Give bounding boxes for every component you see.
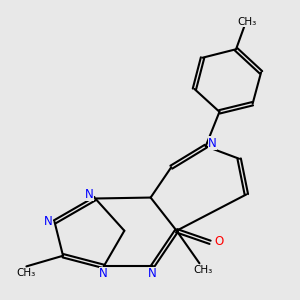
Text: CH₃: CH₃ [193,265,212,275]
Text: N: N [44,215,53,229]
Text: CH₃: CH₃ [17,268,36,278]
Text: N: N [99,267,108,280]
Text: O: O [214,235,224,248]
Text: N: N [208,136,217,150]
Text: CH₃: CH₃ [237,17,256,27]
Text: N: N [148,267,157,280]
Text: N: N [85,188,94,201]
